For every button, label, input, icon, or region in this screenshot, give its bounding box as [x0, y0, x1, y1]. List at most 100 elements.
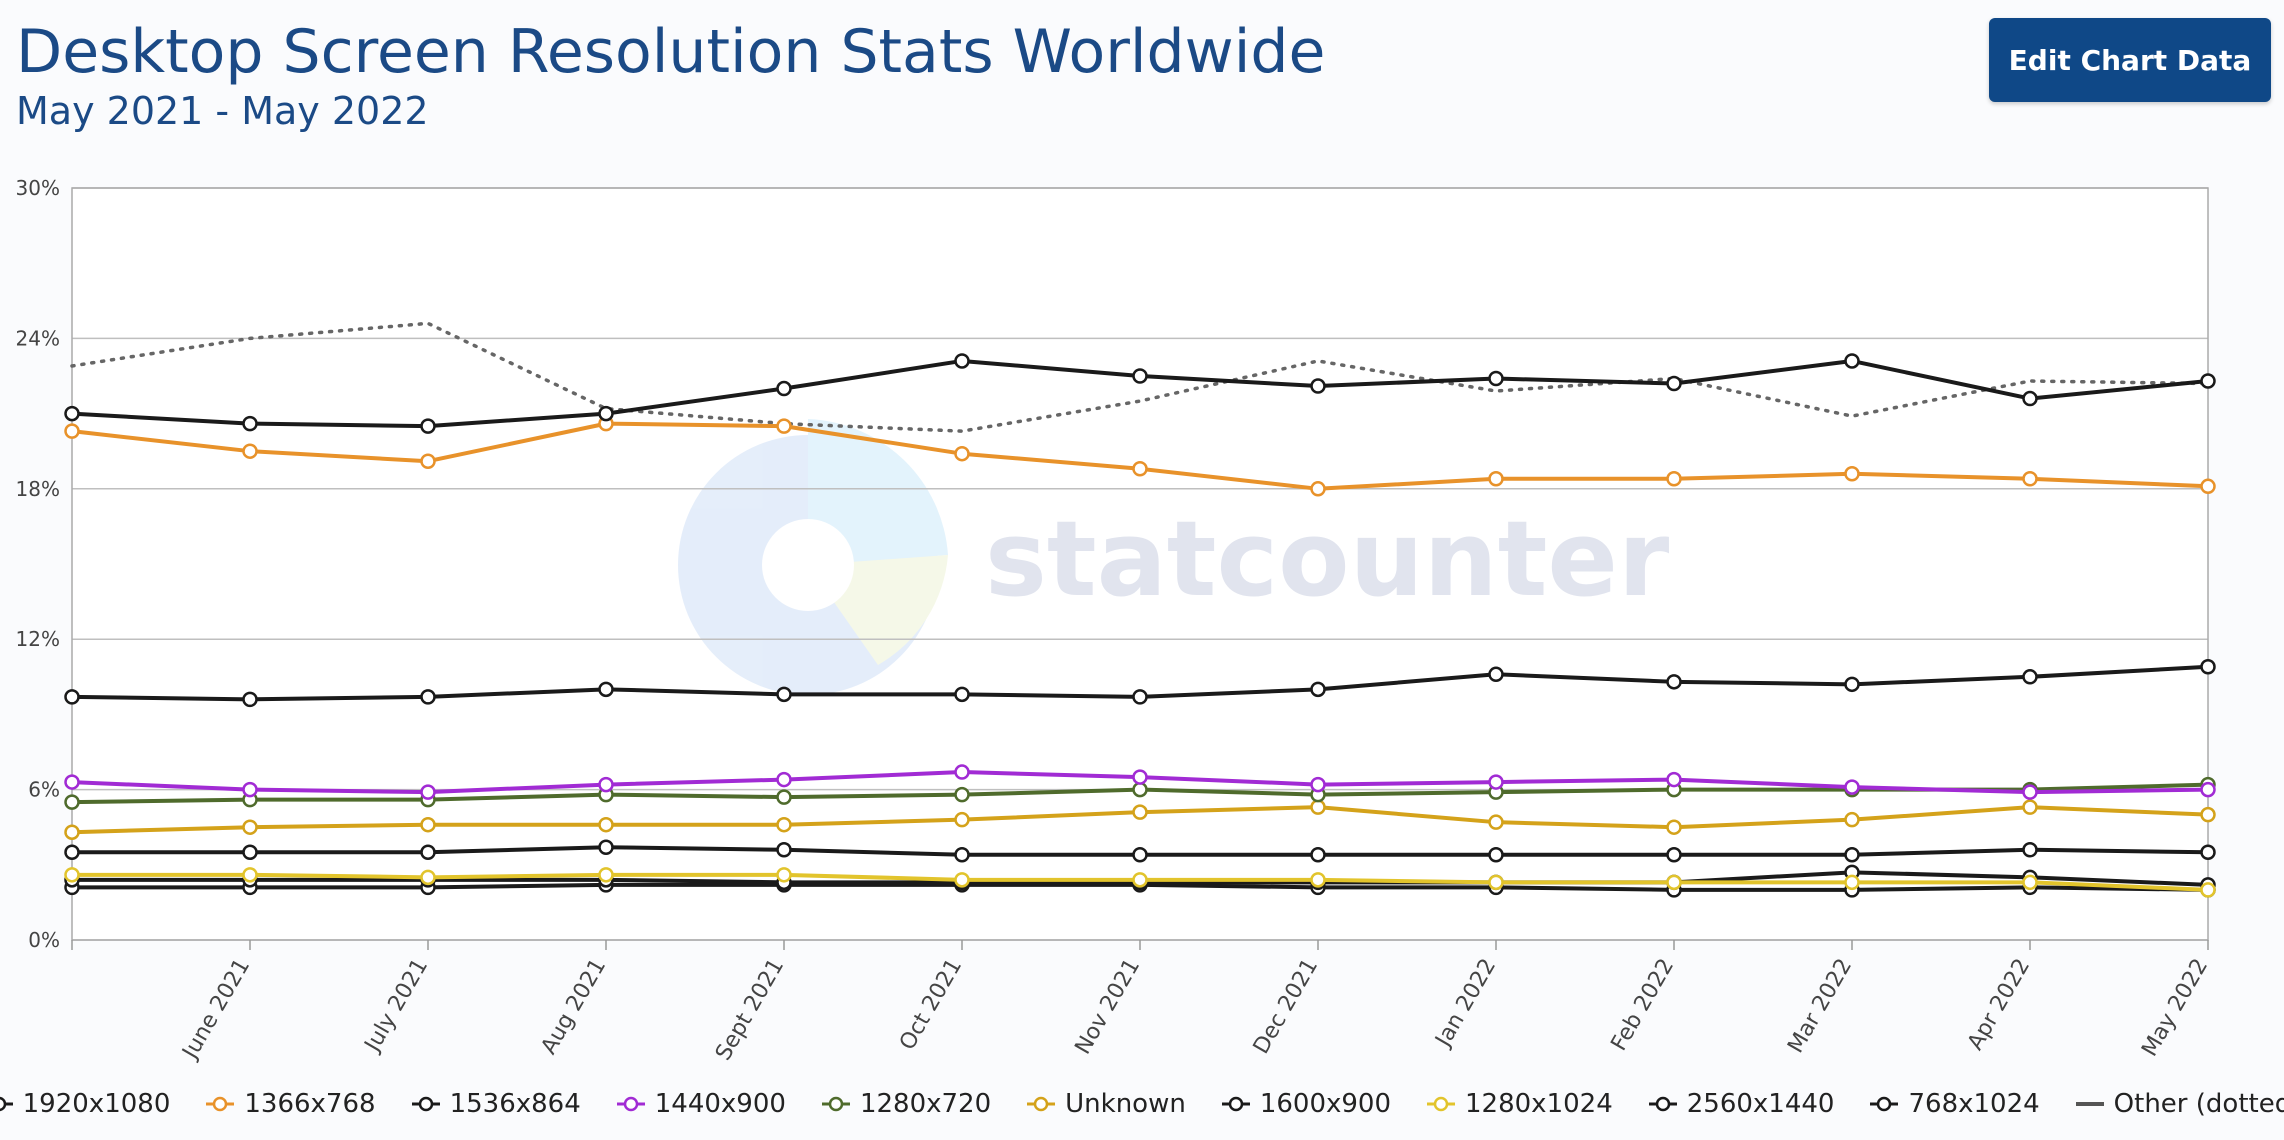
data-point [1310, 481, 1326, 497]
data-point [1666, 674, 1682, 690]
legend-label: 1600x900 [1259, 1089, 1392, 1119]
data-point [1488, 847, 1504, 863]
legend-item[interactable]: Unknown [1025, 1089, 1186, 1119]
legend-item[interactable]: 1536x864 [410, 1089, 581, 1119]
data-point [2022, 799, 2038, 815]
legend-marker-icon [1427, 1096, 1456, 1112]
data-point [1844, 779, 1860, 795]
data-point [1844, 353, 1860, 369]
legend-label: 1440x900 [654, 1089, 786, 1119]
data-point [954, 872, 970, 888]
data-point [598, 681, 614, 698]
data-point [242, 867, 258, 883]
data-point [420, 844, 436, 861]
data-point [1310, 378, 1326, 394]
x-tick-label: May 2022 [2137, 955, 2213, 1061]
data-point [2022, 874, 2038, 891]
data-point [1844, 847, 1860, 863]
data-point [776, 686, 792, 703]
data-point [954, 764, 970, 780]
legend-line-icon [2075, 1102, 2104, 1106]
data-point [2022, 669, 2038, 685]
x-tick-label: Oct 2021 [895, 955, 967, 1055]
data-point [420, 816, 436, 833]
x-tick-label: Sept 2021 [711, 955, 789, 1065]
data-point [64, 867, 80, 883]
series-1280x1024 [64, 867, 2216, 898]
legend-label: 1280x720 [859, 1089, 992, 1119]
legend-item[interactable]: 768x1024 [1868, 1089, 2040, 1119]
data-point [1310, 776, 1326, 793]
legend-item[interactable]: 1920x1080 [0, 1089, 170, 1119]
data-point [776, 842, 792, 858]
data-point [1132, 769, 1148, 785]
data-point [1310, 847, 1326, 863]
data-point [1844, 811, 1860, 828]
y-tick-label: 12% [16, 627, 60, 651]
series-1600x900 [64, 839, 2216, 863]
data-point [598, 867, 614, 883]
legend-item[interactable]: 1440x900 [615, 1089, 786, 1119]
y-tick-label: 6% [28, 778, 60, 802]
data-point [64, 844, 80, 861]
series-line [70, 321, 2210, 433]
legend-marker-icon [821, 1096, 850, 1112]
legend-item[interactable]: 1366x768 [204, 1089, 376, 1119]
x-tick-label: Aug 2021 [537, 955, 612, 1059]
legend-item[interactable]: Other (dotted) [2074, 1089, 2284, 1119]
data-point [2200, 806, 2216, 823]
data-point [1310, 681, 1326, 698]
series-other-dotted- [70, 321, 2210, 433]
legend-label: 1536x864 [449, 1089, 581, 1119]
data-point [954, 353, 970, 369]
data-point [954, 445, 970, 462]
data-point [1844, 466, 1860, 482]
series-1536x864 [64, 659, 2216, 708]
y-tick-label: 18% [16, 477, 60, 501]
data-point [420, 689, 436, 705]
legend-marker-icon [1870, 1096, 1899, 1112]
x-tick-label: Mar 2022 [1783, 955, 1857, 1058]
edit-chart-data-button[interactable]: Edit Chart Data [1989, 18, 2271, 102]
legend-label: 1280x1024 [1465, 1089, 1613, 1119]
series-unknown [64, 799, 2216, 840]
data-point [242, 691, 258, 708]
legend-label: 2560x1440 [1686, 1089, 1835, 1119]
data-point [2200, 781, 2216, 798]
x-tick-label: July 2021 [359, 955, 433, 1058]
legend-item[interactable]: 1280x720 [820, 1089, 991, 1119]
data-point [1132, 368, 1148, 384]
legend-item[interactable]: 1600x900 [1220, 1089, 1391, 1119]
x-tick-label: Dec 2021 [1249, 955, 1323, 1059]
data-point [776, 816, 792, 833]
legend-label: 768x1024 [1908, 1089, 2040, 1119]
legend-label: Unknown [1065, 1089, 1186, 1119]
legend-marker-icon [0, 1096, 13, 1112]
data-point [1132, 847, 1148, 863]
date-range-subtitle: May 2021 - May 2022 [16, 89, 429, 133]
data-point [1488, 814, 1504, 830]
legend-marker-icon [616, 1096, 645, 1112]
data-point [1132, 460, 1148, 477]
data-point [1666, 471, 1682, 487]
data-point [954, 786, 970, 803]
x-tick-label: Apr 2022 [1963, 955, 2035, 1055]
data-point [954, 811, 970, 828]
legend-item[interactable]: 1280x1024 [1425, 1089, 1613, 1119]
data-point [598, 839, 614, 856]
data-point [2022, 842, 2038, 858]
data-point [420, 784, 436, 800]
data-point [954, 686, 970, 703]
series-1440x900 [64, 764, 2216, 800]
data-point [1488, 370, 1504, 387]
data-point [1310, 872, 1326, 888]
data-point [2200, 373, 2216, 389]
legend-item[interactable]: 2560x1440 [1647, 1089, 1835, 1119]
data-point [64, 405, 80, 422]
legend-label: 1920x1080 [22, 1089, 171, 1119]
data-point [598, 405, 614, 422]
legend-marker-icon [1027, 1096, 1056, 1112]
page-title: Desktop Screen Resolution Stats Worldwid… [16, 17, 1326, 87]
data-point [598, 776, 614, 793]
data-point [1488, 666, 1504, 683]
